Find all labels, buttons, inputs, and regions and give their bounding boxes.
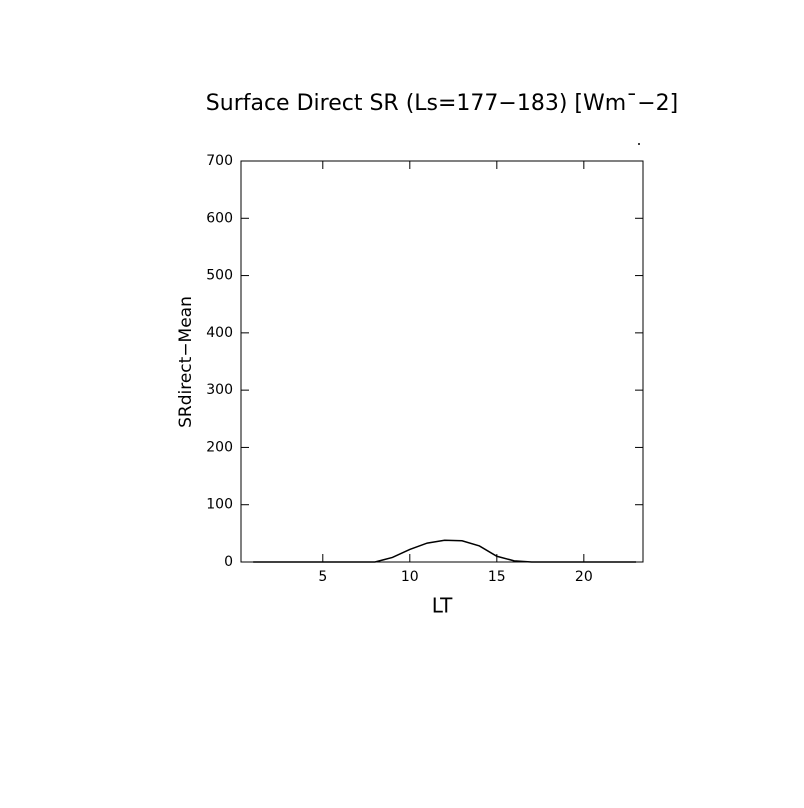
- x-tick-label: 5: [318, 569, 327, 585]
- y-tick-label: 400: [206, 325, 233, 341]
- x-tick-label: 15: [488, 569, 506, 585]
- dot: [638, 143, 640, 145]
- y-tick-label: 100: [206, 497, 233, 513]
- y-tick-label: 700: [206, 153, 233, 169]
- y-tick-label: 200: [206, 439, 233, 455]
- chart-title: Surface Direct SR (Ls=177−183) [Wm¯−2]: [206, 91, 678, 116]
- plot-frame: [240, 160, 644, 563]
- x-tick-label: 20: [575, 569, 593, 585]
- x-tick-label: 10: [401, 569, 419, 585]
- data-line: [253, 539, 637, 563]
- y-tick-label: 500: [206, 268, 233, 284]
- y-axis-label: SRdirect−Mean: [176, 296, 196, 428]
- x-axis-label: LT: [432, 594, 453, 618]
- y-tick-label: 0: [224, 554, 233, 570]
- y-tick-label: 600: [206, 210, 233, 226]
- y-tick-label: 300: [206, 382, 233, 398]
